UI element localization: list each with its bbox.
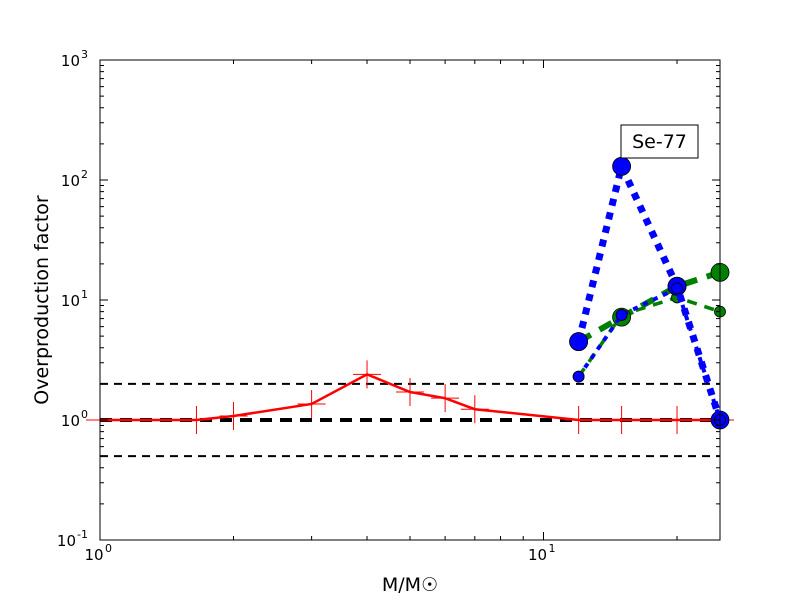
data-point-blue-thick	[612, 156, 632, 176]
data-point-blue-thin	[615, 309, 628, 321]
y-tick-exponent: 3	[81, 48, 88, 61]
annotation-label: Se-77	[632, 131, 687, 153]
y-tick-label: 10	[61, 52, 80, 70]
data-point-blue-thin	[572, 370, 585, 383]
x-axis-label: M/M☉	[382, 574, 438, 596]
data-point-blue-thick	[569, 332, 589, 352]
series-line-green-thick	[577, 269, 721, 345]
y-tick-exponent: 1	[81, 288, 88, 301]
y-tick-exponent: 0	[81, 408, 88, 421]
y-tick-label: 10	[61, 412, 80, 430]
x-tick-exponent: 0	[105, 542, 112, 555]
series-group	[86, 155, 734, 434]
annotation-box: Se-77	[620, 124, 699, 159]
series-line-blue-thin	[576, 285, 722, 421]
x-tick-label: 10	[84, 546, 103, 564]
x-tick-label: 10	[528, 546, 547, 564]
y-tick-exponent: 2	[81, 168, 88, 181]
axis-ticks: 10 0 10 110 -110 010 110 210 3	[57, 48, 720, 564]
y-tick-label: 10	[61, 292, 80, 310]
y-tick-label: 10	[57, 532, 76, 550]
x-tick-exponent: 1	[549, 542, 556, 555]
y-tick-exponent: -1	[77, 528, 88, 541]
series-line-blue-thick	[575, 155, 724, 422]
y-axis-label: Overproduction factor	[31, 195, 53, 405]
y-tick-label: 10	[61, 172, 80, 190]
data-point-blue-thin	[671, 282, 683, 295]
plot-frame	[99, 59, 721, 541]
